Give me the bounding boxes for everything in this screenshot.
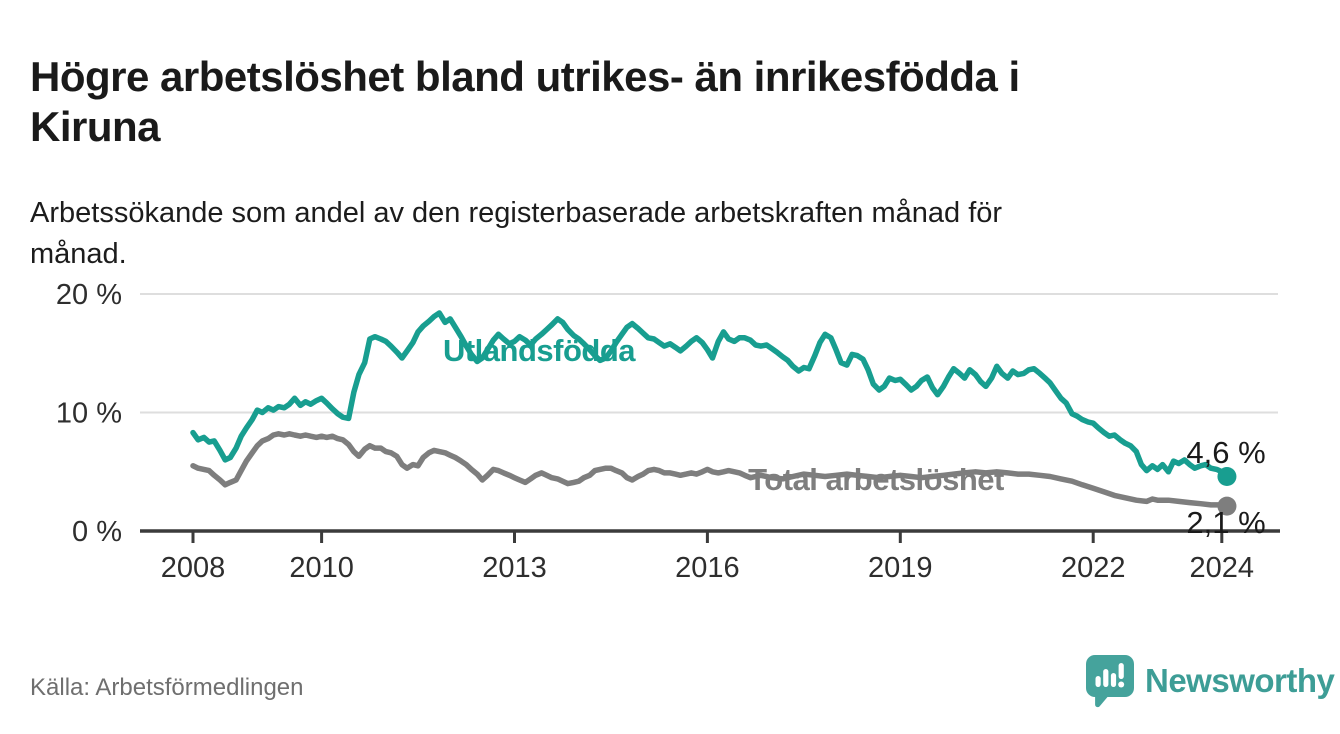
series-line-utlandsfodda: [190, 310, 1230, 480]
x-tick-label-2016: 2016: [675, 552, 740, 584]
series-label-total-arbetsloshet: Total arbetslöshet: [748, 462, 1004, 497]
newsworthy-wordmark: Newsworthy: [1145, 662, 1335, 699]
chart-subtitle-line-2: månad.: [30, 237, 127, 270]
x-tick-label-2024: 2024: [1190, 552, 1255, 584]
end-value-label-utlandsfodda: 4,6 %: [1186, 435, 1265, 470]
x-tick-label-2022: 2022: [1061, 552, 1126, 584]
series-endpoint-utlandsfodda: [1217, 466, 1237, 486]
x-tick-label-2010: 2010: [289, 552, 354, 584]
x-tick-label-2013: 2013: [482, 552, 547, 584]
series-endpoint-total-arbetsloshet: [1217, 496, 1237, 516]
source-note: Källa: Arbetsförmedlingen: [30, 674, 304, 701]
newsworthy-speech-bubble-bar-chart-icon: [1086, 655, 1134, 708]
newsworthy-logo: Newsworthy: [1085, 654, 1335, 708]
chart-subtitle-line-1: Arbetssökande som andel av den registerb…: [30, 197, 1003, 229]
series-label-utlandsfodda: Utlandsfödda: [443, 333, 636, 368]
end-value-label-total: 2,1 %: [1186, 505, 1265, 540]
page-title-line-1: Högre arbetslöshet bland utrikes- än inr…: [30, 53, 1020, 101]
page-title-line-2: Kiruna: [30, 102, 161, 150]
chart-subtitle: Arbetssökande som andel av den registerb…: [30, 193, 1270, 274]
x-tick-label-2019: 2019: [868, 552, 933, 584]
y-tick-label-10: 10 %: [56, 398, 122, 430]
y-tick-label-0: 0 %: [72, 516, 122, 548]
y-axis-labels: 0 % 10 % 20 %: [56, 279, 122, 548]
y-tick-label-20: 20 %: [56, 279, 122, 311]
chart-series: [190, 310, 1237, 516]
grid-lines: [140, 293, 1278, 414]
x-axis-labels: 2008 2010 2013 2016 2019 2022 2024: [161, 552, 1254, 584]
series-line-total-arbetsloshet: [190, 431, 1230, 509]
x-axis: [140, 529, 1280, 543]
x-tick-label-2008: 2008: [161, 552, 226, 584]
page-title: Högre arbetslöshet bland utrikes- än inr…: [30, 52, 1310, 151]
